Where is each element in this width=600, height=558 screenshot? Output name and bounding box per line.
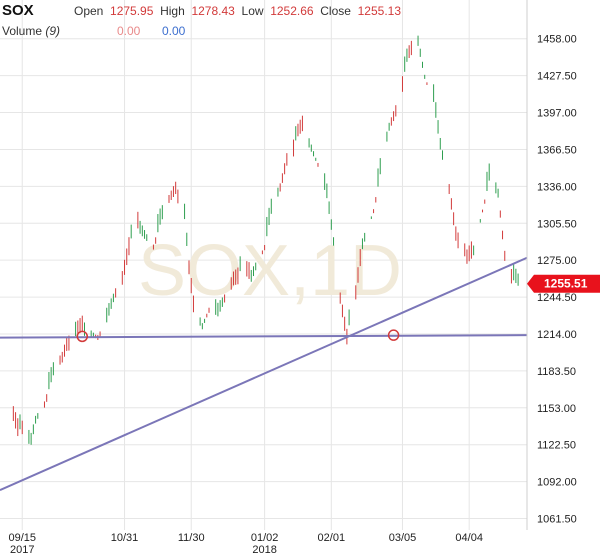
time-tick-year: 2017 [10, 544, 34, 556]
price-axis[interactable]: 1458.00 1427.50 1397.00 1366.50 1336.00 1305.… [537, 34, 577, 526]
trendline-anchor-marker [387, 329, 400, 341]
price-tick-label: 1061.50 [537, 514, 577, 526]
price-tick-label: 1153.00 [537, 403, 576, 415]
volume-value-2: 0.00 [162, 24, 185, 38]
volume-value-2-text: 0.00 [162, 24, 186, 38]
time-tick-label: 01/02 [251, 532, 279, 544]
time-tick-label: 09/15 [8, 532, 36, 544]
price-tick-label: 1336.00 [537, 181, 577, 193]
last-price-label: 1255.51 [527, 274, 600, 293]
price-tick-label: 1397.00 [537, 108, 577, 120]
volume-period: (9) [45, 24, 61, 38]
volume-value-1: 0.00 [117, 24, 140, 38]
price-tick-label: 1427.50 [537, 71, 577, 83]
time-tick-label: 03/05 [389, 532, 417, 544]
time-tick-year: 2018 [252, 544, 276, 556]
grid-lines [0, 0, 527, 530]
trendline [0, 334, 528, 339]
time-tick-label: 02/01 [318, 532, 346, 544]
low-label: Low [241, 4, 264, 18]
open-label: Open [74, 4, 104, 18]
symbol-name[interactable]: SOX [2, 2, 34, 19]
close-value: 1255.13 [357, 4, 402, 18]
low-value: 1252.66 [270, 4, 314, 18]
price-tick-label: 1366.50 [537, 144, 577, 156]
trendline [0, 256, 528, 491]
price-tick-label: 1092.00 [537, 477, 577, 489]
time-tick-label: 11/30 [178, 532, 205, 544]
last-price-badge [527, 274, 600, 293]
price-tick-label: 1244.50 [537, 292, 577, 304]
volume-value-1-text: 0.00 [117, 24, 141, 38]
legend-row-ohlc: SOX [2, 2, 34, 19]
price-tick-label: 1122.50 [537, 440, 576, 452]
time-tick-label: 04/04 [455, 532, 483, 544]
price-tick-label: 1305.50 [537, 218, 577, 230]
candlestick-series [12, 35, 519, 445]
high-label: High [160, 4, 185, 18]
trendline-anchor-marker [76, 330, 89, 343]
open-value: 1275.95 [110, 4, 154, 18]
price-tick-label: 1214.00 [537, 329, 577, 341]
ohlc-values: Open 1275.95 High 1278.43 Low 1252.66 Cl… [74, 4, 401, 18]
trendline-markers[interactable] [76, 329, 400, 343]
price-tick-label: 1183.50 [537, 366, 576, 378]
time-tick-label: 10/31 [111, 532, 139, 544]
price-tick-label: 1275.00 [537, 255, 577, 267]
last-price-value: 1255.51 [544, 277, 588, 291]
legend-row-volume: Volume (9) [2, 24, 60, 38]
price-tick-label: 1458.00 [537, 34, 577, 46]
volume-label[interactable]: Volume [2, 24, 43, 38]
close-label: Close [320, 4, 351, 18]
high-value: 1278.43 [191, 4, 235, 18]
